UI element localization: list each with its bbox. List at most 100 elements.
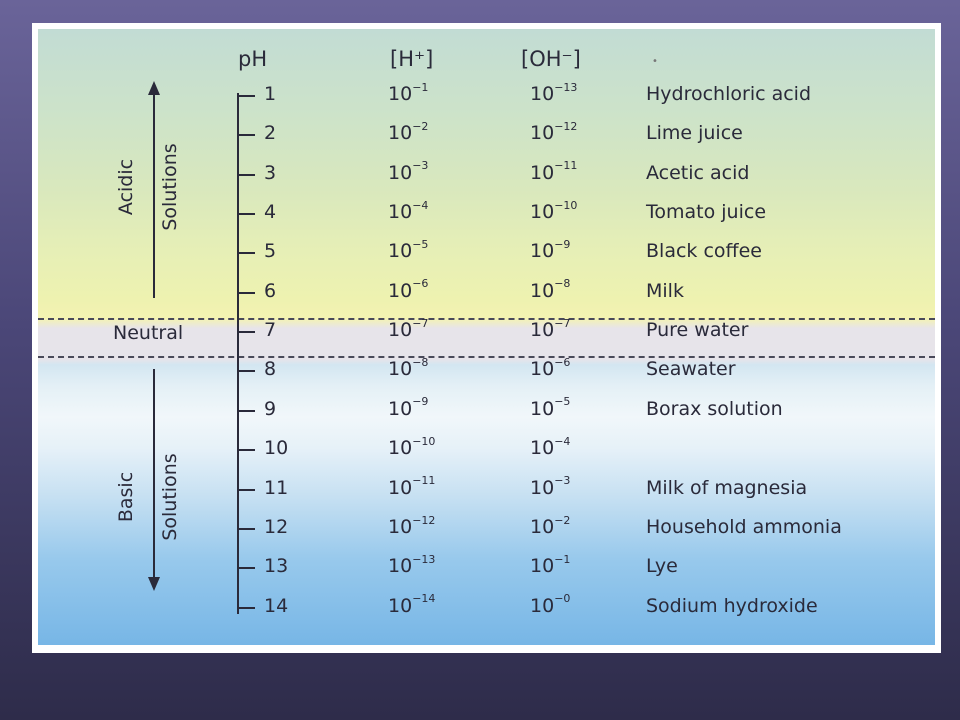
oh-concentration: 10−1 (530, 554, 570, 577)
h-base: 10 (388, 515, 413, 538)
h-base: 10 (388, 437, 413, 460)
oh-exponent: −3 (554, 474, 571, 488)
ph-value: 4 (264, 201, 277, 224)
ph-tick (237, 527, 255, 530)
oh-concentration: 10−7 (530, 316, 571, 342)
oh-base: 10 (530, 319, 555, 342)
oh-concentration: 10−13 (530, 80, 578, 105)
h-concentration: 10−12 (388, 513, 436, 538)
ph-value: 13 (264, 555, 289, 578)
substance-name: Milk of magnesia (646, 476, 808, 499)
ph-value: 9 (264, 397, 277, 420)
oh-exponent: −4 (554, 434, 571, 448)
oh-base: 10 (530, 358, 555, 381)
basic-arrow-head-icon (148, 577, 160, 591)
h-exponent: −1 (412, 80, 429, 94)
header-h-concentration: [H⁺] (390, 47, 434, 71)
ph-scale-figure: pH [H⁺] [OH⁻] • Acidic Solutions Neutral… (38, 29, 935, 645)
h-base: 10 (388, 397, 413, 420)
oh-exponent: −13 (554, 80, 578, 94)
oh-base: 10 (530, 83, 555, 105)
ph-tick (237, 213, 255, 216)
h-exponent: −2 (412, 120, 429, 134)
h-concentration: 10−8 (388, 357, 428, 380)
ph-value: 8 (264, 358, 277, 381)
ph-value: 2 (264, 122, 277, 145)
ph-tick (237, 488, 255, 491)
oh-concentration: 10−2 (530, 513, 571, 538)
neutral-boundary-top (38, 318, 935, 320)
ph-tick (237, 409, 255, 412)
h-exponent: −10 (412, 434, 436, 448)
h-base: 10 (388, 83, 413, 105)
oh-base: 10 (530, 122, 555, 145)
h-exponent: −4 (412, 198, 429, 212)
h-concentration: 10−13 (388, 552, 436, 578)
acidic-arrow-head-icon (148, 81, 160, 95)
ph-value: 3 (264, 161, 277, 184)
h-exponent: −13 (412, 552, 436, 566)
oh-base: 10 (530, 279, 555, 302)
h-concentration: 10−11 (388, 475, 435, 499)
ph-value: 6 (264, 279, 277, 302)
h-base: 10 (388, 555, 413, 578)
oh-concentration: 10−9 (530, 238, 571, 262)
ph-value: 5 (264, 240, 277, 263)
oh-concentration: 10−6 (530, 356, 571, 381)
substance-name: Milk (646, 279, 684, 302)
substance-name: Lime juice (646, 122, 743, 145)
oh-concentration: 10−3 (530, 474, 571, 498)
oh-base: 10 (530, 397, 555, 420)
h-concentration: 10−10 (388, 434, 436, 460)
h-exponent: −9 (412, 395, 429, 409)
oh-exponent: −8 (554, 277, 571, 291)
h-base: 10 (388, 240, 413, 263)
ph-value: 7 (264, 319, 277, 342)
ph-tick (237, 331, 255, 334)
substance-name: Hydrochloric acid (646, 83, 812, 105)
ph-tick (237, 252, 255, 255)
oh-exponent: −11 (554, 159, 578, 173)
acidic-arrow-shaft (153, 93, 155, 298)
neutral-label: Neutral (113, 322, 184, 344)
h-base: 10 (388, 476, 413, 499)
oh-base: 10 (530, 515, 555, 538)
h-exponent: −7 (412, 316, 429, 330)
h-concentration: 10−2 (388, 120, 429, 144)
h-base: 10 (388, 279, 413, 302)
ph-value: 1 (264, 83, 277, 105)
h-concentration: 10−7 (388, 316, 429, 341)
h-exponent: −5 (412, 238, 429, 252)
h-concentration: 10−1 (388, 80, 429, 105)
oh-base: 10 (530, 161, 555, 184)
header-oh-concentration: [OH⁻] (521, 47, 581, 71)
h-exponent: −6 (412, 277, 429, 291)
oh-base: 10 (530, 594, 555, 617)
h-concentration: 10−3 (388, 160, 428, 183)
oh-concentration: 10−8 (530, 277, 571, 302)
ph-axis-line (237, 93, 239, 614)
substance-name: Black coffee (646, 240, 762, 263)
ph-tick (237, 449, 255, 452)
substance-name: Lye (646, 555, 678, 578)
neutral-boundary-bottom (38, 356, 935, 358)
substance-name: Household ammonia (646, 515, 842, 538)
basic-label: Basic (115, 471, 137, 523)
oh-exponent: −6 (554, 356, 571, 370)
header-ph: pH (238, 47, 268, 71)
h-concentration: 10−9 (388, 395, 429, 420)
acidic-solutions-label: Solutions (159, 143, 181, 231)
oh-exponent: −2 (554, 513, 571, 527)
h-exponent: −12 (412, 513, 436, 527)
oh-concentration: 10−10 (530, 200, 577, 223)
oh-exponent: −12 (554, 120, 578, 134)
ph-value: 11 (264, 476, 289, 499)
substance-name: Tomato juice (646, 201, 767, 224)
oh-exponent: −9 (554, 238, 571, 252)
substance-name: Sodium hydroxide (646, 594, 818, 617)
oh-base: 10 (530, 437, 555, 460)
h-base: 10 (388, 594, 413, 617)
ph-tick (237, 291, 255, 294)
ph-value: 12 (264, 515, 289, 538)
oh-exponent: −7 (554, 316, 571, 330)
